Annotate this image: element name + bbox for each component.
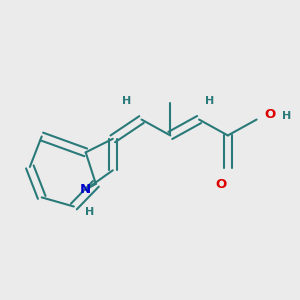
- Text: O: O: [215, 178, 227, 191]
- Text: H: H: [282, 111, 292, 121]
- Text: H: H: [122, 96, 131, 106]
- Text: N: N: [80, 183, 91, 196]
- Text: H: H: [85, 207, 94, 217]
- Text: O: O: [265, 108, 276, 121]
- Text: H: H: [205, 96, 214, 106]
